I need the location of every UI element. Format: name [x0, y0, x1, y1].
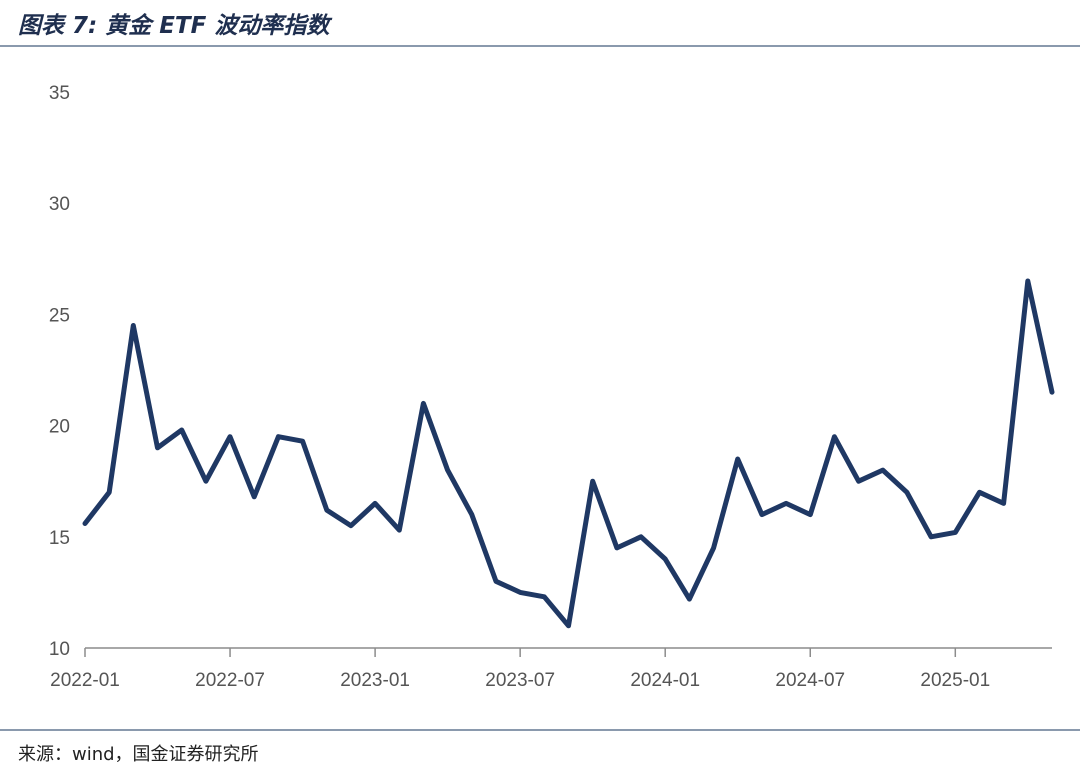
y-tick-label: 15: [49, 528, 70, 549]
x-tick-label: 2022-07: [195, 670, 265, 691]
y-axis-ticks: 10 15 20 25 30 35: [49, 83, 70, 660]
series-line: [82, 278, 1055, 629]
x-tick-label: 2024-07: [775, 670, 845, 691]
line-chart: 10 15 20 25 30 35 2022-01 2022-07 2023-01 2023-0…: [49, 83, 1055, 691]
y-tick-label: 35: [49, 83, 70, 104]
source-note: 来源：wind，国金证券研究所: [18, 744, 259, 765]
x-tick-label: 2024-01: [630, 670, 700, 691]
top-divider: [0, 45, 1080, 47]
x-axis: 2022-01 2022-07 2023-01 2023-07 2024-01 2024-…: [50, 647, 1052, 691]
x-tick-label: 2025-01: [920, 670, 990, 691]
x-tick-label: 2022-01: [50, 670, 120, 691]
series-layer: [82, 278, 1055, 629]
y-tick-label: 25: [49, 305, 70, 326]
y-tick-label: 20: [49, 417, 70, 438]
figure-title: 图表 7: 黄金 ETF 波动率指数: [18, 13, 330, 39]
x-tick-label: 2023-01: [340, 670, 410, 691]
bottom-divider: [0, 729, 1080, 731]
y-tick-label: 10: [49, 639, 70, 660]
y-tick-label: 30: [49, 194, 70, 215]
x-tick-label: 2023-07: [485, 670, 555, 691]
